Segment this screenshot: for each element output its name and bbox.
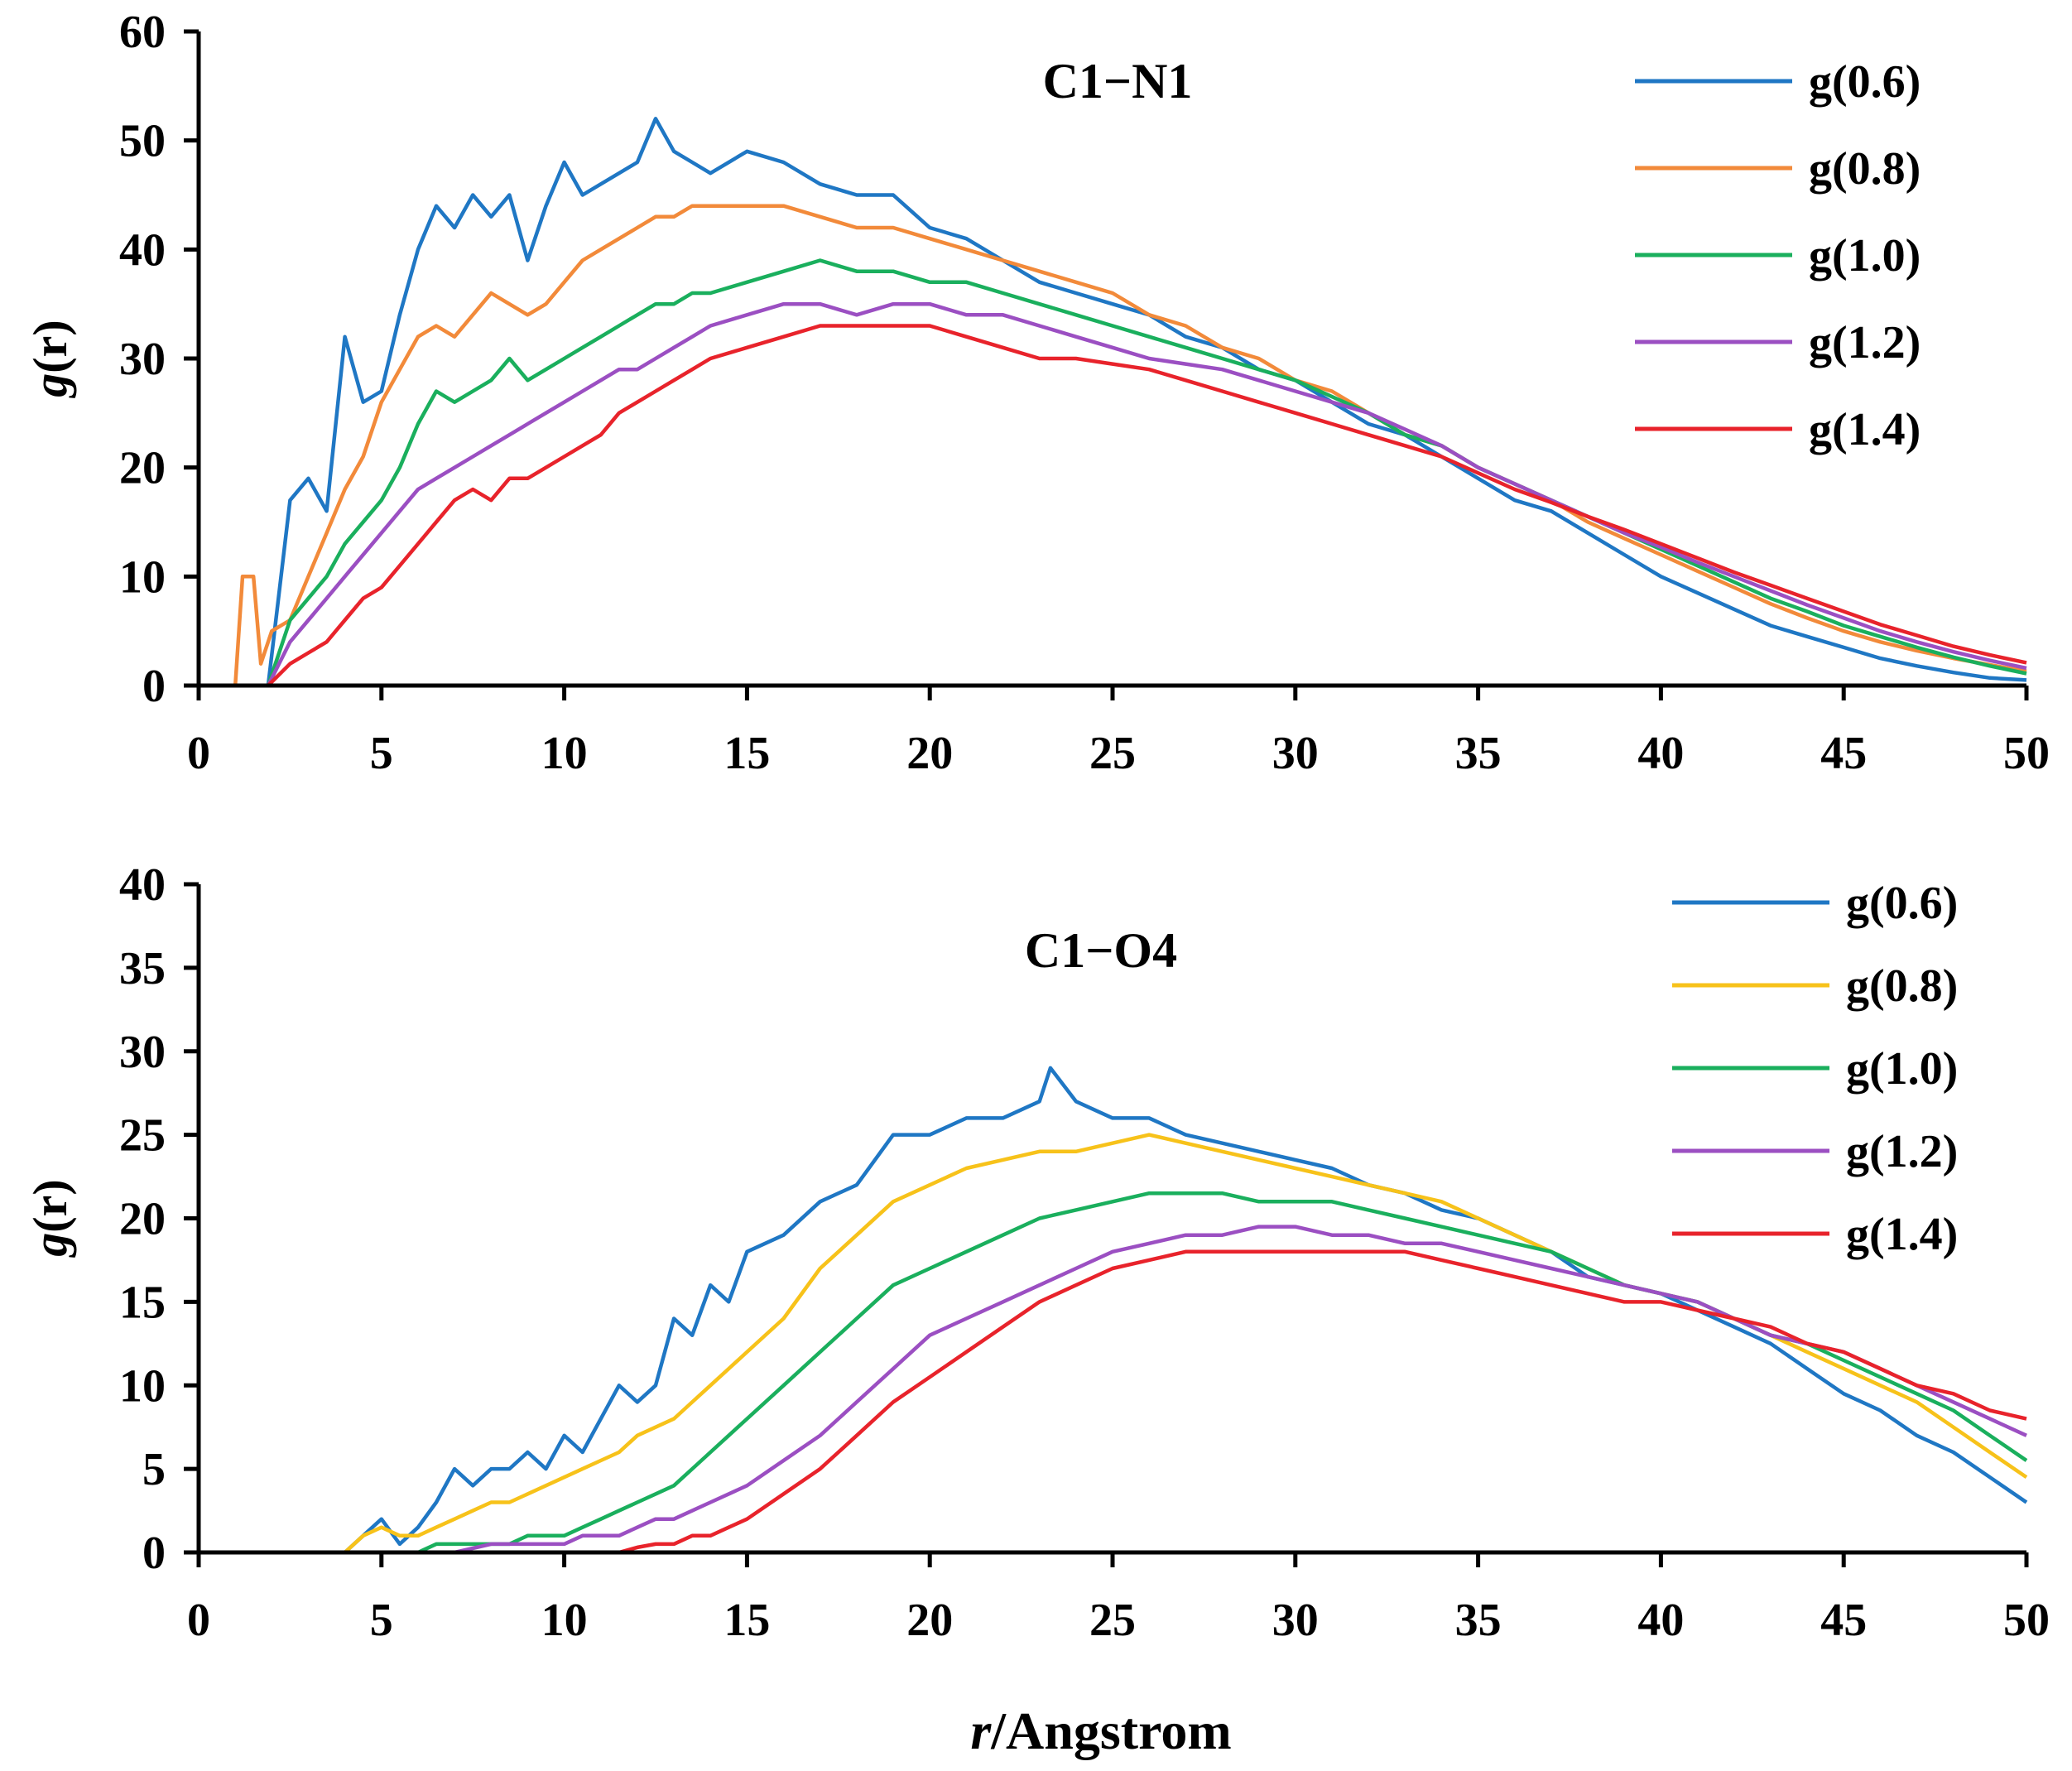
y-tick-label: 20 bbox=[119, 443, 166, 494]
series-line-g(1.2) bbox=[199, 301, 2027, 688]
x-tick-label: 45 bbox=[1820, 728, 1867, 779]
y-tick-label: 60 bbox=[119, 7, 166, 58]
x-tick-label: 0 bbox=[187, 1595, 210, 1646]
y-axis-label: g(r) bbox=[23, 320, 77, 398]
x-tick-label: 40 bbox=[1637, 728, 1684, 779]
legend-label: g(1.0) bbox=[1846, 1043, 1958, 1095]
y-tick-label: 10 bbox=[119, 551, 166, 603]
legend: g(0.6) g(0.8) g(1.0) g(1.2) g(1.4) bbox=[1635, 56, 1921, 455]
y-tick-label: 10 bbox=[119, 1360, 166, 1412]
legend-label: g(0.6) bbox=[1809, 56, 1921, 108]
x-tick-label: 5 bbox=[370, 1595, 393, 1646]
chart-title: C1−N1 bbox=[1043, 54, 1193, 108]
x-tick-label: 15 bbox=[724, 1595, 770, 1646]
y-tick-label: 30 bbox=[119, 1027, 166, 1078]
legend-label: g(1.2) bbox=[1846, 1126, 1958, 1177]
y-tick-label: 15 bbox=[119, 1277, 166, 1328]
x-tick-label: 50 bbox=[2003, 728, 2050, 779]
x-axis-label: r/Angstrom bbox=[970, 1701, 1231, 1760]
legend-label: g(1.0) bbox=[1809, 230, 1921, 282]
x-tick-label: 15 bbox=[724, 728, 770, 779]
y-tick-label: 0 bbox=[142, 661, 166, 712]
x-tick-label: 0 bbox=[187, 728, 210, 779]
chart-title: C1−O4 bbox=[1025, 923, 1177, 978]
series-line-g(1.0) bbox=[199, 258, 2027, 688]
x-tick-label: 25 bbox=[1089, 728, 1136, 779]
x-tick-label: 20 bbox=[906, 1595, 953, 1646]
x-tick-label: 30 bbox=[1272, 1595, 1319, 1646]
y-tick-label: 50 bbox=[119, 116, 166, 167]
x-tick-label: 35 bbox=[1455, 728, 1502, 779]
legend-label: g(1.4) bbox=[1809, 404, 1921, 455]
series-line-g(1.4) bbox=[199, 1249, 2027, 1555]
legend-label: g(1.2) bbox=[1809, 317, 1921, 368]
series-line-g(1.2) bbox=[199, 1225, 2027, 1555]
x-tick-label: 25 bbox=[1089, 1595, 1136, 1646]
y-tick-label: 40 bbox=[119, 859, 166, 911]
y-tick-label: 25 bbox=[119, 1110, 166, 1162]
series-line-g(0.8) bbox=[199, 1133, 2028, 1555]
y-axis-label: g(r) bbox=[23, 1179, 77, 1258]
y-tick-label: 0 bbox=[142, 1528, 166, 1579]
series-line-g(0.6) bbox=[199, 1066, 2028, 1555]
x-tick-label: 50 bbox=[2003, 1595, 2050, 1646]
legend-label: g(0.8) bbox=[1846, 960, 1958, 1012]
y-tick-label: 40 bbox=[119, 224, 166, 276]
y-tick-label: 5 bbox=[142, 1444, 166, 1495]
y-tick-label: 35 bbox=[119, 943, 166, 994]
x-tick-label: 30 bbox=[1272, 728, 1319, 779]
x-tick-label: 40 bbox=[1637, 1595, 1684, 1646]
legend: g(0.6) g(0.8) g(1.0) g(1.2) g(1.4) bbox=[1672, 878, 1958, 1260]
y-tick-label: 30 bbox=[119, 334, 166, 385]
panel-c1-n1: 0 10 20 30 40 50 60 0 5 10 15 20 25 30 35 40 45 50 C1−N1 g(… bbox=[23, 7, 2050, 779]
x-tick-label: 35 bbox=[1455, 1595, 1502, 1646]
legend-label: g(0.6) bbox=[1846, 878, 1958, 929]
y-tick-label: 20 bbox=[119, 1194, 166, 1245]
series-line-g(0.8) bbox=[199, 204, 2027, 688]
x-tick-label: 10 bbox=[541, 728, 588, 779]
x-tick-label: 5 bbox=[370, 728, 393, 779]
series-line-g(0.6) bbox=[199, 117, 2027, 688]
legend-label: g(0.8) bbox=[1809, 143, 1921, 195]
x-tick-label: 45 bbox=[1820, 1595, 1867, 1646]
panel-c1-o4: 0 5 10 15 20 25 30 35 40 0 5 10 15 20 25 30 35 40 45 50 C1−O… bbox=[23, 859, 2050, 1646]
series-line-g(1.0) bbox=[199, 1191, 2028, 1555]
x-tick-label: 20 bbox=[906, 728, 953, 779]
legend-label: g(1.4) bbox=[1846, 1209, 1958, 1260]
x-tick-label: 10 bbox=[541, 1595, 588, 1646]
series-line-g(1.4) bbox=[199, 324, 2027, 688]
